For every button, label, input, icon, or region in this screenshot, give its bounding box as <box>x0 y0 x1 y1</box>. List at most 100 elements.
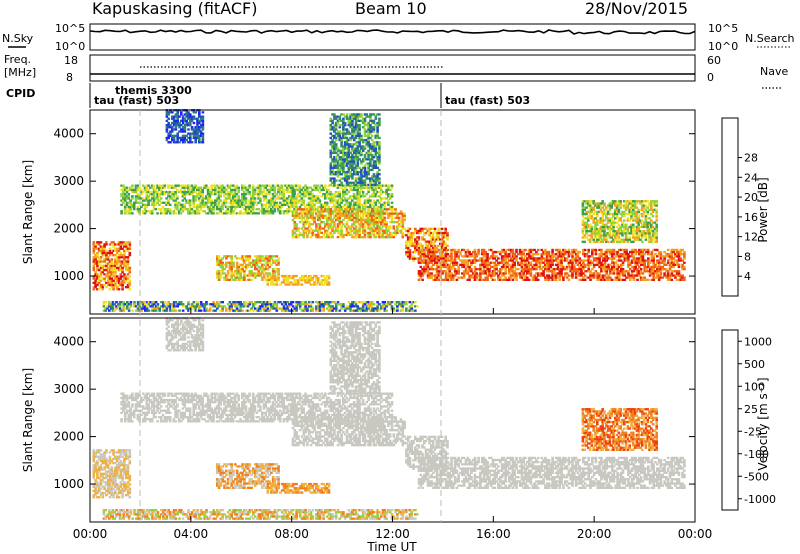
power-cell <box>573 248 576 252</box>
power-cell <box>307 279 311 282</box>
power-cell <box>423 253 426 256</box>
power-cell <box>219 263 223 266</box>
power-cell <box>581 230 585 233</box>
power-cell <box>300 214 304 217</box>
power-cell <box>347 203 350 206</box>
power-cell <box>430 268 433 271</box>
power-cell <box>636 274 639 277</box>
power-cell <box>683 278 686 281</box>
power-cell <box>230 212 233 215</box>
power-cell <box>618 272 621 275</box>
power-cell <box>627 253 630 256</box>
power-cell <box>365 193 369 196</box>
power-cell <box>567 255 571 258</box>
power-cell <box>266 184 269 187</box>
power-cell <box>253 193 257 196</box>
power-cell <box>421 229 424 233</box>
power-cell <box>618 248 621 252</box>
power-cell <box>502 278 506 281</box>
power-cell <box>329 190 332 194</box>
power-cell <box>549 263 553 266</box>
power-cell <box>126 305 129 308</box>
power-cell <box>616 274 619 277</box>
power-cell <box>580 263 583 266</box>
power-cell <box>307 216 311 219</box>
power-cell <box>625 257 628 260</box>
power-cell <box>174 193 177 196</box>
power-cell <box>367 208 370 211</box>
power-cell <box>641 255 645 258</box>
power-cell <box>278 184 282 187</box>
power-cell <box>159 201 163 204</box>
power-cell <box>600 265 603 269</box>
power-cell <box>280 188 284 192</box>
power-cell <box>336 193 340 196</box>
power-cell <box>363 201 367 204</box>
power-cell <box>325 225 329 228</box>
power-cell <box>114 262 117 265</box>
power-cell <box>656 259 659 262</box>
power-cell <box>431 249 435 252</box>
power-cell <box>273 270 277 273</box>
power-cell <box>114 273 117 276</box>
power-cell <box>610 248 614 252</box>
power-cell <box>168 184 172 187</box>
power-cell <box>461 263 464 266</box>
power-cell <box>232 188 235 192</box>
power-cell <box>645 250 648 254</box>
power-cell <box>250 278 253 281</box>
power-cell <box>338 229 342 232</box>
power-cell <box>356 231 360 234</box>
power-cell <box>650 259 654 262</box>
power-cell <box>223 190 226 194</box>
power-cell <box>141 203 145 206</box>
power-cell <box>683 261 686 264</box>
power-cell <box>479 270 482 273</box>
power-cell <box>547 278 551 281</box>
power-cell <box>457 257 460 260</box>
power-cell <box>657 265 661 269</box>
power-cell <box>529 268 533 271</box>
power-cell <box>126 273 130 276</box>
power-cell <box>266 199 269 202</box>
power-cell <box>232 261 235 264</box>
power-cell <box>603 268 607 271</box>
power-cell <box>340 205 343 209</box>
power-cell <box>439 255 442 258</box>
power-cell <box>674 248 677 252</box>
power-cell <box>444 229 447 233</box>
power-cell <box>605 255 609 258</box>
power-cell <box>217 263 221 266</box>
power-cell <box>196 188 199 192</box>
power-cell <box>446 272 450 275</box>
power-cell <box>331 201 334 204</box>
power-cell <box>159 188 163 192</box>
power-cell <box>421 244 424 247</box>
power-cell <box>421 274 424 277</box>
power-cell <box>636 250 639 254</box>
power-cell <box>177 212 181 215</box>
power-cell <box>123 212 127 215</box>
power-cell <box>443 248 446 252</box>
power-cell <box>435 231 439 235</box>
power-cell <box>149 186 152 189</box>
power-cell <box>277 205 280 209</box>
power-cell <box>644 238 648 241</box>
power-cell <box>170 184 174 187</box>
power-cell <box>482 265 486 269</box>
power-cell <box>232 265 235 269</box>
power-cell <box>544 259 547 262</box>
power-cell <box>361 186 365 189</box>
power-cell <box>367 218 370 222</box>
power-cell <box>325 216 329 219</box>
power-cell <box>96 260 99 263</box>
power-cell <box>509 265 513 269</box>
power-cell <box>442 246 446 250</box>
power-cell <box>428 268 432 271</box>
power-cell <box>291 218 295 222</box>
power-cell <box>340 231 343 234</box>
power-cell <box>338 210 342 213</box>
power-cell <box>125 186 129 189</box>
power-cell <box>223 278 226 281</box>
power-cell <box>246 203 250 206</box>
